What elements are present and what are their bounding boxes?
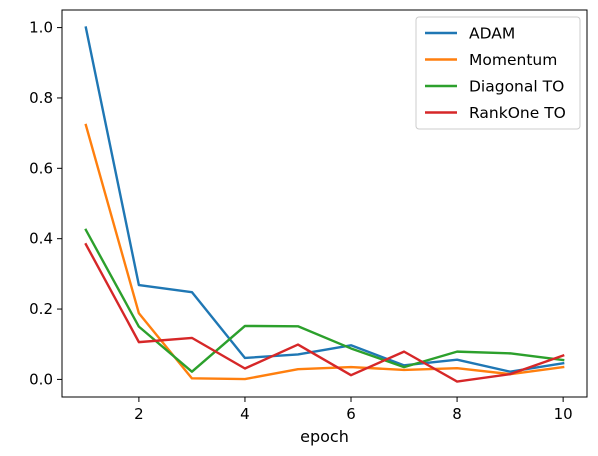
y-tick-label: 1.0 (29, 19, 53, 37)
legend-label: RankOne TO (469, 104, 566, 122)
y-tick-label: 0.8 (29, 89, 53, 107)
y-tick-label: 0.4 (29, 230, 53, 248)
y-tick-label: 0.6 (29, 159, 53, 177)
series-line-momentum (84, 123, 565, 381)
legend-label: Momentum (469, 51, 557, 69)
x-axis: 2 4 6 8 10 (134, 397, 573, 423)
plot-area (61, 9, 588, 398)
legend: ADAM Momentum Diagonal TO RankOne TO (415, 16, 581, 130)
series-line-adam (84, 26, 565, 373)
y-tick-label: 0.2 (29, 300, 53, 318)
legend-label: Diagonal TO (469, 78, 564, 96)
y-tick-label: 0.0 (29, 370, 53, 388)
x-tick-label: 10 (554, 405, 573, 423)
x-tick-label: 2 (134, 405, 144, 423)
x-tick-label: 6 (346, 405, 356, 423)
plot-frame (61, 9, 588, 398)
y-axis: 0.0 0.2 0.4 0.6 0.8 1.0 (29, 19, 62, 388)
x-tick-label: 8 (452, 405, 462, 423)
x-tick-label: 4 (240, 405, 250, 423)
x-axis-label: epoch (300, 427, 349, 446)
series-line-rankone-to (84, 242, 565, 383)
legend-box (415, 16, 581, 130)
series-line-diagonal-to (84, 228, 565, 373)
series-layer (84, 26, 565, 383)
legend-label: ADAM (469, 25, 515, 43)
